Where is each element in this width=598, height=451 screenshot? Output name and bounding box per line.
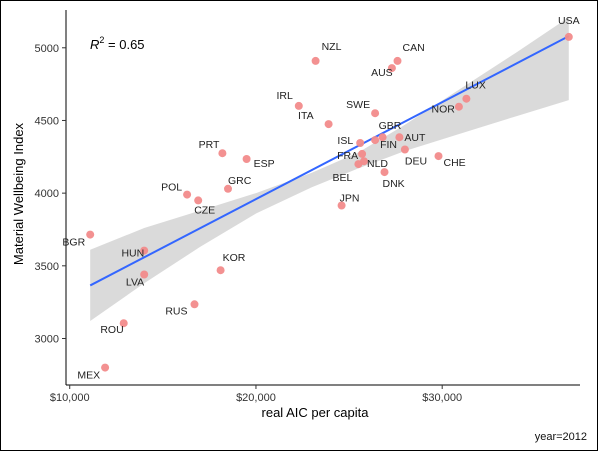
point-dnk bbox=[380, 168, 389, 177]
point-hun bbox=[140, 246, 149, 255]
point-fin bbox=[371, 136, 380, 145]
point-label-bel: BEL bbox=[333, 172, 353, 184]
x-tick-label: $20,000 bbox=[236, 392, 276, 404]
point-label-bgr: BGR bbox=[62, 237, 85, 249]
x-tick-label: $10,000 bbox=[50, 392, 90, 404]
point-cze bbox=[194, 196, 203, 205]
trend-line bbox=[89, 35, 570, 287]
y-axis-title: Material Wellbeing Index bbox=[11, 122, 26, 265]
point-label-rou: ROU bbox=[100, 324, 123, 336]
r-squared-annotation: R2 = 0.65 bbox=[90, 35, 145, 52]
point-bel bbox=[354, 160, 363, 169]
r-squared-superscript: 2 bbox=[99, 35, 104, 45]
point-prt bbox=[218, 149, 227, 158]
r-squared-symbol: R bbox=[90, 37, 99, 52]
point-label-aut: AUT bbox=[404, 132, 426, 144]
point-label-lva: LVA bbox=[126, 277, 144, 289]
point-label-hun: HUN bbox=[121, 248, 144, 260]
point-deu bbox=[400, 145, 409, 154]
point-aut bbox=[395, 133, 404, 142]
point-isl bbox=[356, 139, 365, 147]
point-ita bbox=[324, 120, 333, 129]
point-label-isl: ISL bbox=[337, 135, 353, 147]
point-label-nzl: NZL bbox=[322, 41, 342, 53]
point-nor bbox=[454, 102, 463, 111]
y-tick-label: 4000 bbox=[35, 188, 59, 200]
point-nzl bbox=[311, 56, 320, 65]
point-label-deu: DEU bbox=[405, 156, 427, 168]
point-label-ita: ITA bbox=[298, 110, 314, 122]
point-label-prt: PRT bbox=[199, 139, 220, 151]
y-tick-label: 5000 bbox=[35, 43, 59, 55]
point-label-irl: IRL bbox=[276, 90, 293, 102]
point-lva bbox=[140, 270, 149, 279]
point-aus bbox=[387, 64, 396, 73]
point-label-grc: GRC bbox=[228, 175, 252, 187]
points-layer bbox=[86, 32, 573, 372]
point-can bbox=[393, 56, 402, 65]
point-label-gbr: GBR bbox=[379, 120, 402, 132]
point-label-mex: MEX bbox=[77, 370, 100, 382]
point-rus bbox=[190, 300, 199, 309]
point-label-cze: CZE bbox=[194, 204, 215, 216]
point-label-aus: AUS bbox=[371, 67, 393, 79]
y-tick-label: 4500 bbox=[35, 115, 59, 127]
point-kor bbox=[216, 266, 225, 275]
point-jpn bbox=[337, 201, 346, 210]
y-tick-label: 3000 bbox=[35, 333, 59, 345]
ci-band-layer bbox=[90, 17, 569, 322]
point-fra bbox=[358, 149, 367, 158]
point-bgr bbox=[86, 230, 95, 239]
point-pol bbox=[183, 190, 192, 199]
point-label-can: CAN bbox=[403, 42, 425, 54]
y-tick-label: 3500 bbox=[35, 261, 59, 273]
point-label-nld: NLD bbox=[367, 158, 388, 170]
point-irl bbox=[294, 101, 303, 110]
point-label-usa: USA bbox=[558, 15, 580, 27]
point-label-pol: POL bbox=[161, 182, 182, 194]
x-tick-label: $30,000 bbox=[422, 392, 462, 404]
point-label-kor: KOR bbox=[223, 252, 246, 264]
point-rou bbox=[119, 319, 128, 328]
point-label-fra: FRA bbox=[337, 150, 358, 162]
point-label-fin: FIN bbox=[380, 139, 397, 151]
trend-line-layer bbox=[89, 35, 570, 287]
confidence-band bbox=[90, 17, 569, 322]
point-label-swe: SWE bbox=[346, 99, 370, 111]
point-swe bbox=[371, 109, 380, 118]
point-grc bbox=[224, 184, 232, 193]
point-esp bbox=[242, 155, 251, 163]
point-label-nor: NOR bbox=[432, 104, 456, 116]
x-axis-title: real AIC per capita bbox=[262, 405, 370, 420]
point-label-jpn: JPN bbox=[340, 193, 360, 205]
year-caption: year=2012 bbox=[535, 431, 587, 443]
r-squared-value: = 0.65 bbox=[104, 37, 144, 52]
point-usa bbox=[564, 32, 573, 41]
point-mex bbox=[101, 363, 110, 372]
point-gbr bbox=[378, 133, 387, 142]
point-label-dnk: DNK bbox=[383, 178, 405, 190]
point-lux bbox=[462, 94, 471, 103]
point-label-esp: ESP bbox=[254, 158, 275, 170]
point-label-lux: LUX bbox=[465, 80, 485, 92]
axes: 3000 3500 4000 4500 5000 $10,000 $20,000 $30,00… bbox=[35, 10, 580, 404]
point-che bbox=[434, 152, 443, 161]
point-label-rus: RUS bbox=[165, 305, 187, 317]
point-label-che: CHE bbox=[444, 157, 466, 169]
